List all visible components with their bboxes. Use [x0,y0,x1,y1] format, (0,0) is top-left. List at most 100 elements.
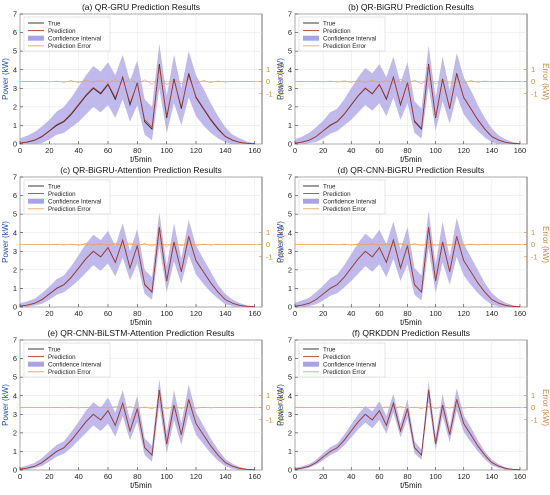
legend-confidence-interval-swatch [303,35,319,41]
y-tick-label: 5 [288,47,292,56]
y2-tick-label: 1 [266,391,270,400]
legend-prediction-error-label: Prediction Error [323,43,366,50]
y-tick-label: 3 [13,410,17,419]
legend-confidence-interval-label: Confidence Interval [323,36,376,43]
chart-title: (d) QR-CNN-BiGRU Prediction Results [338,165,485,175]
legend-confidence-interval-swatch [28,35,44,41]
prediction-line [294,65,521,145]
y2-axis-label: Error (kW) [541,389,550,426]
x-tick-label: 60 [104,309,112,318]
y-tick-label: 4 [288,65,292,74]
x-tick-label: 140 [486,309,499,318]
y2-tick-label: -1 [266,89,273,98]
chart-title: (f) QRKDDN Prediction Results [352,328,470,338]
x-tick-label: 160 [514,472,527,481]
x-tick-label: 160 [514,146,527,155]
chart-panel-2: 0 20 40 60 80 100 120 140 160 0 1 2 3 4 5 6 7 -1 0 1 (b) QR-… [276,2,550,164]
y-tick-label: 4 [13,391,17,400]
x-tick-label: 20 [319,146,327,155]
y2-tick-label: 1 [531,228,535,237]
x-tick-label: 160 [248,146,261,155]
legend-confidence-interval-label: Confidence Interval [48,362,101,369]
y-tick-label: 6 [13,191,17,200]
x-tick-label: 120 [190,146,203,155]
legend-confidence-interval-label: Confidence Interval [323,199,376,206]
legend-prediction-error-label: Prediction Error [323,206,366,213]
legend-prediction-error-label: Prediction Error [323,369,366,376]
x-tick-label: 60 [104,146,112,155]
y-tick-label: 1 [288,447,292,456]
y-tick-label: 2 [13,428,17,437]
x-tick-label: 40 [74,472,82,481]
x-tick-label: 40 [74,309,82,318]
legend-true-label: True [323,20,336,27]
y2-axis-label: Error (kW) [276,389,285,426]
legend-prediction-label: Prediction [323,28,351,35]
y2-tick-label: 0 [531,403,535,412]
chart-title: (a) QR-GRU Prediction Results [82,2,200,12]
chart-panel-6: 0 20 40 60 80 100 120 140 160 0 1 2 3 4 5 6 7 -1 0 1 (f) QRK… [276,328,550,490]
x-tick-label: 20 [319,309,327,318]
x-tick-label: 0 [293,472,297,481]
y-tick-label: 2 [288,265,292,274]
y-tick-label: 7 [288,336,292,345]
legend-true-label: True [48,346,61,353]
y-tick-label: 0 [13,303,17,312]
legend-confidence-interval-label: Confidence Interval [323,362,376,369]
x-tick-label: 100 [160,472,173,481]
x-tick-label: 60 [104,472,112,481]
legend-confidence-interval-swatch [28,361,44,367]
x-tick-label: 160 [514,309,527,318]
y-tick-label: 0 [288,140,292,149]
y2-tick-label: -1 [531,252,538,261]
y2-tick-label: -1 [531,415,538,424]
x-tick-label: 40 [347,146,355,155]
x-tick-label: 40 [74,146,82,155]
x-tick-label: 40 [347,309,355,318]
x-tick-label: 140 [486,146,499,155]
y-tick-label: 2 [288,102,292,111]
chart-panel-1: 0 20 40 60 80 100 120 140 160 0 1 2 3 4 5 6 7 -1 0 1 (a) QR-… [1,2,285,164]
y-tick-label: 0 [13,466,17,475]
chart-panel-3: 0 20 40 60 80 100 120 140 160 0 1 2 3 4 5 6 7 -1 0 1 (c) QR-… [1,165,285,327]
y-tick-label: 1 [13,284,17,293]
x-tick-label: 80 [403,309,411,318]
y-tick-label: 3 [13,84,17,93]
legend-box [298,16,386,52]
x-axis-label: t/5min [400,155,422,164]
x-tick-label: 20 [45,146,53,155]
y2-tick-label: 0 [266,240,270,249]
y-axis-label: Power (kW) [1,384,10,426]
confidence-interval-band [20,212,255,307]
y2-axis-label: Error (kW) [276,226,285,263]
y-tick-label: 3 [288,410,292,419]
x-tick-label: 60 [375,309,383,318]
x-tick-label: 100 [160,309,173,318]
y2-tick-label: 0 [531,77,535,86]
y2-tick-label: 1 [531,65,535,74]
y-tick-label: 5 [288,373,292,382]
x-tick-label: 140 [219,309,232,318]
y-tick-label: 2 [13,265,17,274]
y-tick-label: 5 [13,373,17,382]
y-tick-label: 6 [288,354,292,363]
x-tick-label: 100 [429,472,442,481]
legend-prediction-error-label: Prediction Error [48,206,91,213]
y2-axis-label: Error (kW) [541,226,550,263]
y-tick-label: 0 [13,140,17,149]
y-tick-label: 1 [288,284,292,293]
y-tick-label: 5 [13,210,17,219]
x-tick-label: 40 [347,472,355,481]
x-tick-label: 80 [403,146,411,155]
y-tick-label: 4 [288,228,292,237]
x-tick-label: 120 [190,309,203,318]
chart-title: (c) QR-BiGRU-Attention Prediction Result… [60,165,222,175]
y-tick-label: 0 [288,466,292,475]
legend-prediction-label: Prediction [323,191,351,198]
x-axis-label: t/5min [130,318,152,327]
y-tick-label: 5 [13,47,17,56]
legend-true-label: True [323,183,336,190]
